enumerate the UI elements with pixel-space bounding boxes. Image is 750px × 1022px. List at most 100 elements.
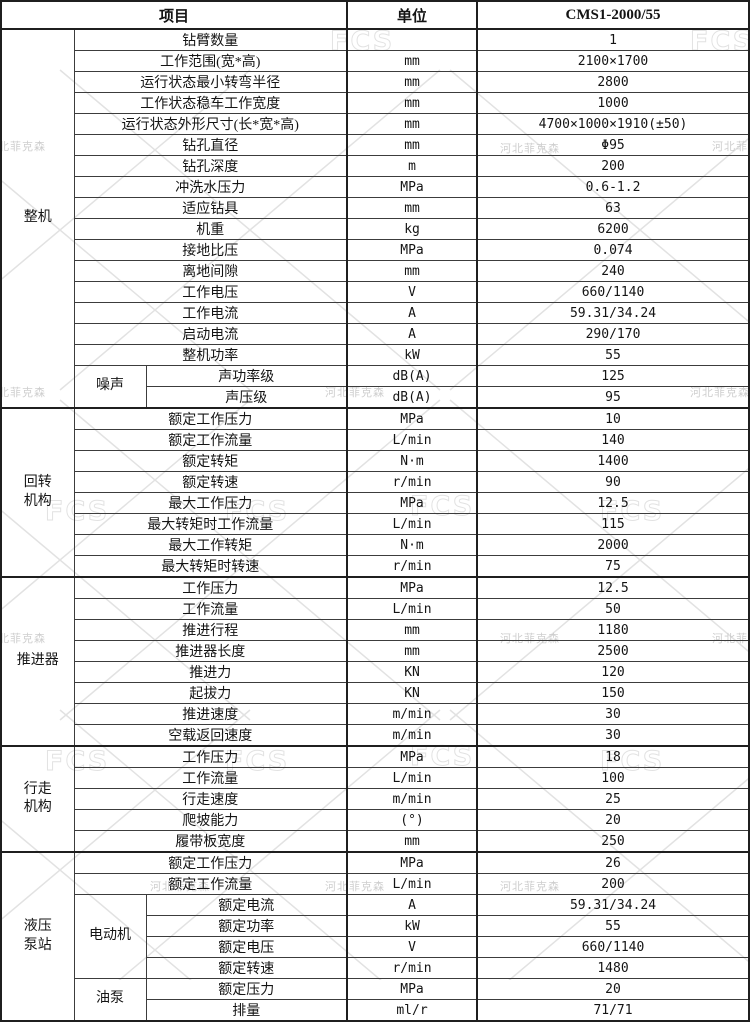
item-cell: 空载返回速度: [73, 724, 348, 747]
value-cell: 2500: [476, 640, 750, 662]
value-cell: 20: [476, 978, 750, 1000]
item-cell: 工作流量: [73, 598, 348, 620]
unit-cell: A: [346, 323, 478, 345]
unit-cell: MPa: [346, 492, 478, 514]
unit-cell: MPa: [346, 851, 478, 874]
table-row: 推进行程 mm 1180: [1, 619, 750, 641]
unit-cell: dB(A): [346, 365, 478, 387]
value-cell: Φ95: [476, 134, 750, 156]
table-row: 工作范围(宽*高) mm 2100×1700: [1, 50, 750, 72]
item-cell: 工作状态稳车工作宽度: [73, 92, 348, 114]
item-cell: 额定功率: [145, 915, 348, 937]
item-cell: 适应钻具: [73, 197, 348, 219]
unit-cell: L/min: [346, 767, 478, 789]
value-cell: 125: [476, 365, 750, 387]
value-cell: 59.31/34.24: [476, 894, 750, 916]
table-row: 工作电压 V 660/1140: [1, 281, 750, 303]
value-cell: 0.6-1.2: [476, 176, 750, 198]
item-cell: 额定工作流量: [73, 873, 348, 895]
table-row: 接地比压 MPa 0.074: [1, 239, 750, 261]
subgroup-cell: 电动机: [73, 894, 147, 979]
item-cell: 额定电压: [145, 936, 348, 958]
unit-cell: MPa: [346, 176, 478, 198]
unit-cell: L/min: [346, 873, 478, 895]
unit-cell: MPa: [346, 745, 478, 768]
table-row: 最大工作压力 MPa 12.5: [1, 492, 750, 514]
table-row: 整机 钻臂数量 1: [0, 28, 750, 409]
item-cell: 声功率级: [145, 365, 348, 387]
value-cell: 115: [476, 513, 750, 535]
item-cell: 整机功率: [73, 344, 348, 366]
item-cell: 接地比压: [73, 239, 348, 261]
value-cell: 200: [476, 155, 750, 177]
value-cell: 95: [476, 386, 750, 409]
table-row: 工作电流 A 59.31/34.24: [1, 302, 750, 324]
table-row: 回转 机构 额定工作压力 MPa 10: [0, 407, 750, 578]
value-cell: 63: [476, 197, 750, 219]
table-row: 启动电流 A 290/170: [1, 323, 750, 345]
item-cell: 最大工作转矩: [73, 534, 348, 556]
value-cell: 0.074: [476, 239, 750, 261]
value-cell: 12.5: [476, 576, 750, 599]
unit-cell: mm: [346, 197, 478, 219]
unit-cell: V: [346, 281, 478, 303]
table-row: 最大工作转矩 N·m 2000: [1, 534, 750, 556]
unit-cell: r/min: [346, 957, 478, 979]
unit-cell: kg: [346, 218, 478, 240]
value-cell: 250: [476, 830, 750, 853]
item-cell: 推进器长度: [73, 640, 348, 662]
value-cell: 200: [476, 873, 750, 895]
value-cell: 290/170: [476, 323, 750, 345]
unit-cell: MPa: [346, 407, 478, 430]
group-cell: 推进器: [0, 576, 75, 747]
item-cell: 额定压力: [145, 978, 348, 1000]
table-row: 机重 kg 6200: [1, 218, 750, 240]
value-cell: 240: [476, 260, 750, 282]
unit-cell: r/min: [346, 555, 478, 578]
item-cell: 推进行程: [73, 619, 348, 641]
item-cell: 声压级: [145, 386, 348, 409]
table-row: 额定转速 r/min 90: [1, 471, 750, 493]
unit-cell: A: [346, 894, 478, 916]
value-cell: 2800: [476, 71, 750, 93]
group-cell: 行走 机构: [0, 745, 75, 853]
table-row: 整机功率 kW 55: [1, 344, 750, 366]
table-row: 空载返回速度 m/min 30: [1, 724, 750, 747]
table-row: 额定工作流量 L/min 140: [1, 429, 750, 451]
unit-cell: MPa: [346, 576, 478, 599]
table-row: 推进速度 m/min 30: [1, 703, 750, 725]
table-row: 运行状态最小转弯半径 mm 2800: [1, 71, 750, 93]
value-cell: 140: [476, 429, 750, 451]
table-row: 行走速度 m/min 25: [1, 788, 750, 810]
value-cell: 25: [476, 788, 750, 810]
item-cell: 启动电流: [73, 323, 348, 345]
item-cell: 工作流量: [73, 767, 348, 789]
unit-cell: KN: [346, 682, 478, 704]
item-cell: 行走速度: [73, 788, 348, 810]
unit-cell: mm: [346, 640, 478, 662]
table-row: 噪声 声功率级 dB(A) 125: [1, 365, 750, 409]
table-row: 钻孔深度 m 200: [1, 155, 750, 177]
value-cell: 10: [476, 407, 750, 430]
unit-cell: kW: [346, 915, 478, 937]
table-row: 最大转矩时工作流量 L/min 115: [1, 513, 750, 535]
item-cell: 运行状态最小转弯半径: [73, 71, 348, 93]
item-cell: 机重: [73, 218, 348, 240]
item-cell: 钻孔深度: [73, 155, 348, 177]
table-row: 爬坡能力 (°) 20: [1, 809, 750, 831]
value-cell: 1000: [476, 92, 750, 114]
value-cell: 1180: [476, 619, 750, 641]
item-cell: 额定转速: [73, 471, 348, 493]
table-row: 油泵 额定压力 MPa 20: [1, 978, 750, 1022]
unit-cell: m/min: [346, 703, 478, 725]
item-cell: 额定工作流量: [73, 429, 348, 451]
unit-cell: mm: [346, 92, 478, 114]
item-cell: 排量: [145, 999, 348, 1022]
item-cell: 额定转速: [145, 957, 348, 979]
table-row: 行走 机构 工作压力 MPa 18: [0, 745, 750, 853]
value-cell: 59.31/34.24: [476, 302, 750, 324]
subgroup-cell: 油泵: [73, 978, 147, 1022]
col-header-item: 项目: [0, 0, 348, 30]
item-cell: 起拔力: [73, 682, 348, 704]
spec-table-header: 项目 单位 CMS1-2000/55: [0, 0, 750, 30]
